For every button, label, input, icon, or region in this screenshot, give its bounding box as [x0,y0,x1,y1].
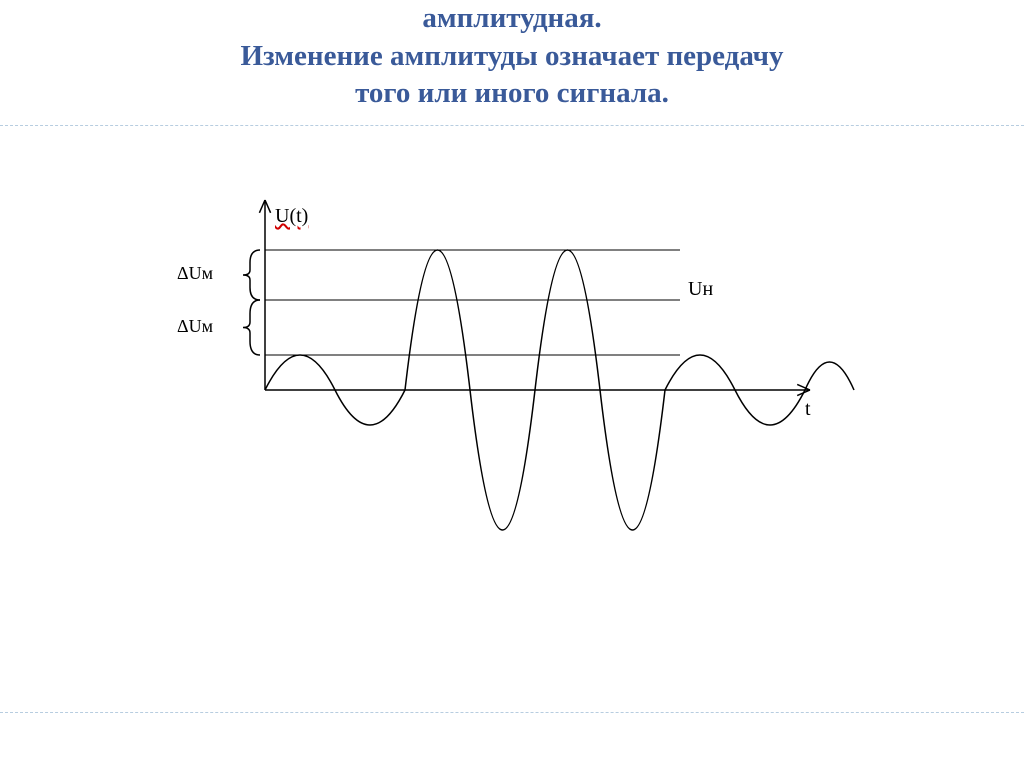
slide-title: амплитудная. Изменение амплитуды означае… [0,0,1024,113]
title-line-1: амплитудная. [0,0,1024,38]
y-axis-label: U(t) [275,205,308,228]
divider-bottom [0,712,1024,713]
title-line-3: того или иного сигнала. [0,75,1024,113]
title-line-2: Изменение амплитуды означает передачу [0,38,1024,76]
carrier-label: Uн [688,278,713,301]
delta-u-lower-label: ΔUм [177,316,213,337]
slide: амплитудная. Изменение амплитуды означае… [0,0,1024,767]
diagram-svg [170,200,860,560]
diagram: U(t) t Uн ΔUм ΔUм [170,200,860,560]
divider-top [0,125,1024,126]
x-axis-label: t [805,398,811,421]
delta-u-upper-label: ΔUм [177,263,213,284]
